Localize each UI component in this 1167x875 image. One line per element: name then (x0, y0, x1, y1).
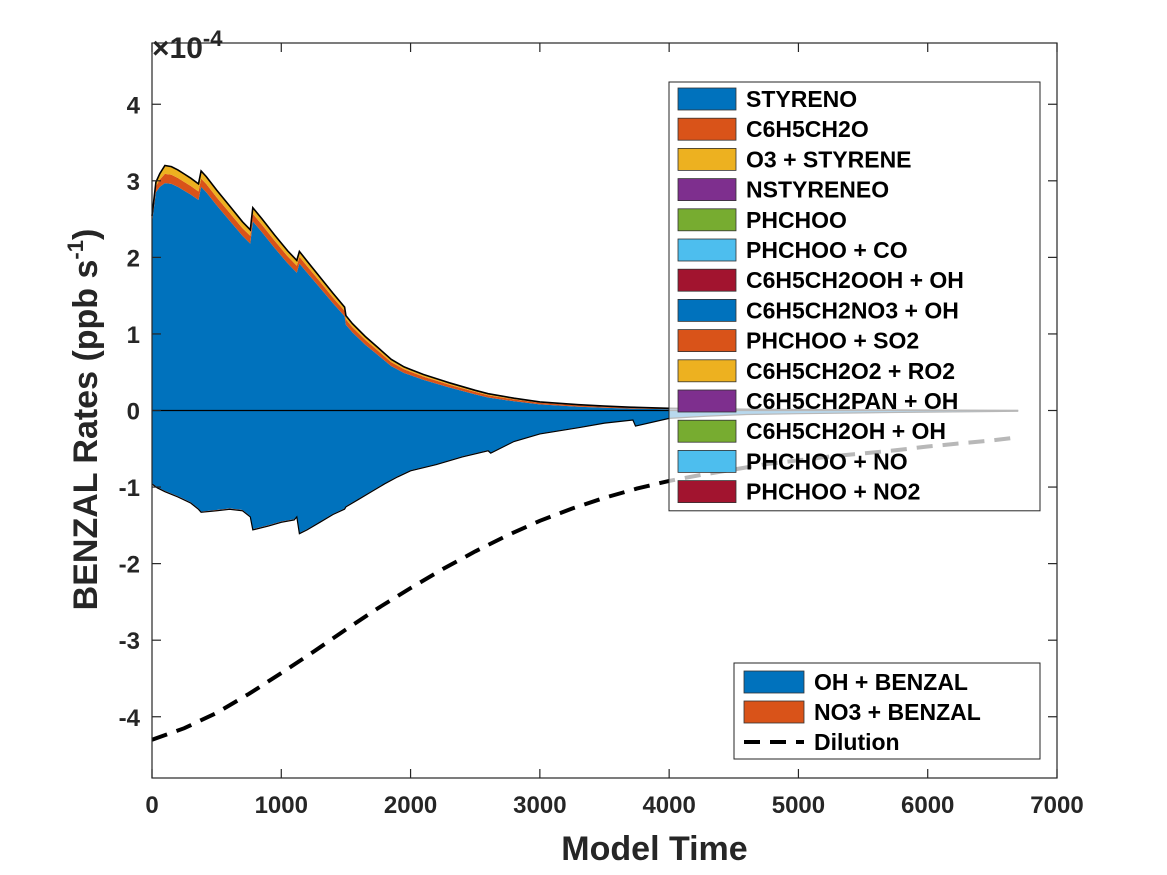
legend-label: NO3 + BENZAL (814, 699, 981, 725)
legend-swatch (677, 178, 737, 202)
x-tick-label: 7000 (1030, 792, 1083, 819)
y-tick-label: 3 (127, 169, 140, 196)
legend-label: PHCHOO + NO (746, 448, 908, 474)
legend-swatch (677, 419, 737, 443)
y-tick-label: 4 (127, 92, 141, 119)
series-area-c6h5ch2o (152, 173, 1019, 411)
legend-label: C6H5CH2O2 + RO2 (746, 358, 955, 384)
legend-label: C6H5CH2OOH + OH (746, 267, 964, 293)
series-area-oh-benzal (152, 410, 1019, 533)
y-tick-label: -4 (119, 705, 141, 732)
legend-swatch (743, 670, 805, 694)
legend-swatch (677, 480, 737, 504)
y-tick-label: 2 (127, 245, 140, 272)
plot-area (151, 164, 1019, 742)
legend-swatch (677, 117, 737, 141)
x-tick-label: 4000 (642, 792, 695, 819)
legend-label: C6H5CH2O (746, 116, 869, 142)
axes: 0 1000 2000 3000 4000 5000 6000 7000 -4 -3 -2 -1 0 1 2… (63, 26, 1084, 868)
legend-label: OH + BENZAL (814, 669, 968, 695)
legend-label: C6H5CH2OH + OH (746, 418, 946, 444)
x-tick-label: 1000 (255, 792, 308, 819)
y-tick-label: 1 (127, 322, 140, 349)
legend-label: Dilution (814, 729, 900, 755)
legend-label: PHCHOO (746, 207, 847, 233)
series-area-o3-styrene (152, 165, 1019, 411)
legend-label: PHCHOO + CO (746, 237, 908, 263)
legend-swatch (677, 298, 737, 322)
loss-outline (151, 410, 1019, 535)
legend-swatch (677, 449, 737, 473)
x-tick-label: 0 (145, 792, 158, 819)
x-tick-label: 2000 (384, 792, 437, 819)
legend-swatch (677, 208, 737, 232)
legend-label: C6H5CH2PAN + OH (746, 388, 958, 414)
x-axis-title: Model Time (561, 830, 747, 868)
legend-label: PHCHOO + SO2 (746, 328, 919, 354)
y-axis-title: BENZAL Rates (ppb s-1) (63, 229, 105, 611)
y-tick-label: -2 (119, 552, 140, 579)
legend-swatch (743, 700, 805, 724)
legend-swatch (677, 87, 737, 111)
y-tick-label: -1 (119, 475, 140, 502)
y-tick-label: -3 (119, 628, 140, 655)
series-area-styreno (152, 183, 1019, 411)
x-tick-label: 3000 (513, 792, 566, 819)
legend-label: STYRENO (746, 86, 857, 112)
legends: STYRENO C6H5CH2O O3 + STYRENE NSTYRENEO PHCH… (668, 81, 1041, 760)
legend-swatch (677, 238, 737, 262)
x-tick-label: 5000 (772, 792, 825, 819)
production-outline (151, 164, 1019, 412)
x-tick-label: 6000 (901, 792, 954, 819)
legend-label: PHCHOO + NO2 (746, 479, 920, 505)
legend-swatch (677, 359, 737, 383)
legend-swatch (677, 268, 737, 292)
legend-swatch (677, 147, 737, 171)
legend-label: O3 + STYRENE (746, 146, 912, 172)
y-exponent-label: ×10-4 (152, 26, 223, 65)
legend-label: NSTYRENEO (746, 177, 889, 203)
legend-swatch (677, 329, 737, 353)
y-tick-label: 0 (127, 399, 140, 426)
legend-swatch (677, 389, 737, 413)
legend-label: C6H5CH2NO3 + OH (746, 297, 959, 323)
